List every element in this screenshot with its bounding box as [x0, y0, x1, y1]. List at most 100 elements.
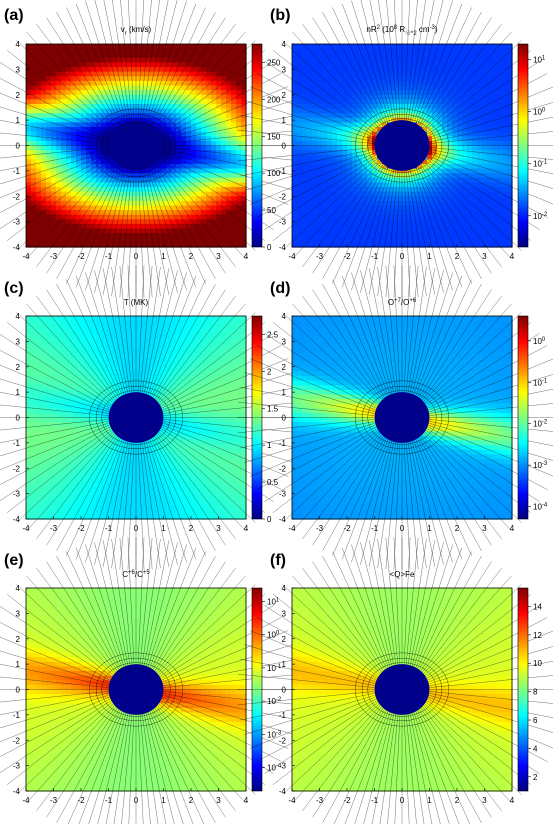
heatmap-cell	[26, 329, 32, 336]
heatmap-cell	[452, 122, 458, 128]
heatmap-cell	[492, 228, 498, 234]
heatmap-cell	[191, 352, 197, 359]
heatmap-cell	[41, 85, 47, 91]
heatmap-cell	[307, 191, 313, 197]
heatmap-cell	[241, 145, 247, 151]
heatmap-cell	[477, 103, 483, 110]
heatmap-cell	[146, 200, 152, 207]
heatmap-cell	[111, 380, 117, 386]
heatmap-cell	[477, 113, 483, 119]
heatmap-cell	[337, 200, 343, 207]
heatmap-cell	[36, 117, 42, 124]
heatmap-cell	[176, 366, 182, 372]
heatmap-cell	[161, 108, 167, 114]
heatmap-cell	[101, 389, 107, 396]
heatmap-cell	[106, 136, 112, 142]
heatmap-cell	[156, 348, 162, 354]
heatmap-cell	[71, 145, 77, 151]
heatmap-cell	[241, 343, 247, 349]
heatmap-cell	[141, 362, 147, 368]
heatmap-cell	[332, 214, 338, 220]
heatmap-cell	[51, 136, 57, 142]
closed-loop	[367, 118, 437, 173]
heatmap-cell	[201, 122, 207, 128]
heatmap-cell	[226, 131, 232, 137]
heatmap-cell	[26, 99, 32, 105]
heatmap-cell	[86, 237, 92, 243]
heatmap-cell	[221, 205, 227, 211]
heatmap-cell	[241, 223, 247, 230]
heatmap-cell	[357, 85, 363, 91]
heatmap-cell	[51, 348, 57, 354]
heatmap-cell	[397, 177, 403, 184]
heatmap-cell	[216, 237, 222, 243]
heatmap-cell	[136, 191, 142, 197]
heatmap-cell	[487, 67, 493, 73]
heatmap-cell	[186, 136, 192, 142]
heatmap-cell	[121, 57, 127, 64]
heatmap-cell	[166, 154, 172, 160]
heatmap-cell	[36, 339, 42, 345]
heatmap-cell	[362, 145, 368, 151]
heatmap-cell	[322, 85, 328, 91]
heatmap-cell	[121, 196, 127, 202]
field-line	[163, 129, 301, 144]
heatmap-cell	[342, 108, 348, 114]
heatmap-cell	[427, 48, 433, 54]
heatmap-cell	[91, 389, 97, 396]
heatmap-cell	[101, 187, 107, 193]
heatmap-cell	[71, 90, 77, 96]
heatmap-cell	[367, 145, 373, 151]
heatmap-cell	[417, 191, 423, 197]
closed-loop	[89, 108, 183, 183]
heatmap-cell	[221, 223, 227, 230]
heatmap-cell	[81, 103, 87, 110]
heatmap-cell	[327, 150, 333, 156]
heatmap-cell	[317, 53, 323, 59]
heatmap-cell	[342, 90, 348, 96]
field-line	[0, 151, 109, 185]
heatmap-cell	[186, 357, 192, 363]
heatmap-cell	[36, 67, 42, 73]
heatmap-cell	[231, 219, 237, 225]
heatmap-cell	[71, 173, 77, 179]
heatmap-cell	[442, 127, 448, 133]
heatmap-cell	[236, 366, 242, 372]
heatmap-cell	[362, 122, 368, 128]
heatmap-cell	[46, 334, 52, 340]
heatmap-cell	[437, 136, 443, 142]
heatmap-cell	[387, 242, 393, 248]
heatmap-cell	[206, 67, 212, 73]
heatmap-cell	[377, 85, 383, 91]
heatmap-cell	[467, 117, 473, 124]
heatmap-cell	[86, 316, 92, 322]
heatmap-cell	[467, 53, 473, 59]
heatmap-cell	[402, 196, 408, 202]
heatmap-cell	[181, 44, 187, 50]
heatmap-cell	[347, 108, 353, 114]
heatmap-cell	[462, 103, 468, 110]
heatmap-cell	[66, 329, 72, 336]
heatmap-cell	[462, 163, 468, 170]
heatmap-cell	[26, 371, 32, 377]
heatmap-cell	[462, 177, 468, 184]
heatmap-cell	[487, 57, 493, 64]
heatmap-cell	[236, 131, 242, 137]
heatmap-cell	[437, 214, 443, 220]
heatmap-cell	[472, 44, 478, 50]
heatmap-cell	[66, 48, 72, 54]
heatmap-cell	[472, 117, 478, 124]
heatmap-cell	[81, 191, 87, 197]
x-tick-label: 4	[244, 252, 249, 261]
heatmap-cell	[312, 136, 318, 142]
heatmap-cell	[337, 237, 343, 243]
field-line	[360, 0, 392, 122]
heatmap-cell	[51, 145, 57, 151]
heatmap-cell	[342, 182, 348, 188]
heatmap-cell	[141, 67, 147, 73]
heatmap-cell	[186, 339, 192, 345]
heatmap-cell	[327, 237, 333, 243]
heatmap-cell	[292, 80, 298, 87]
heatmap-cell	[241, 159, 247, 165]
heatmap-cell	[462, 85, 468, 91]
